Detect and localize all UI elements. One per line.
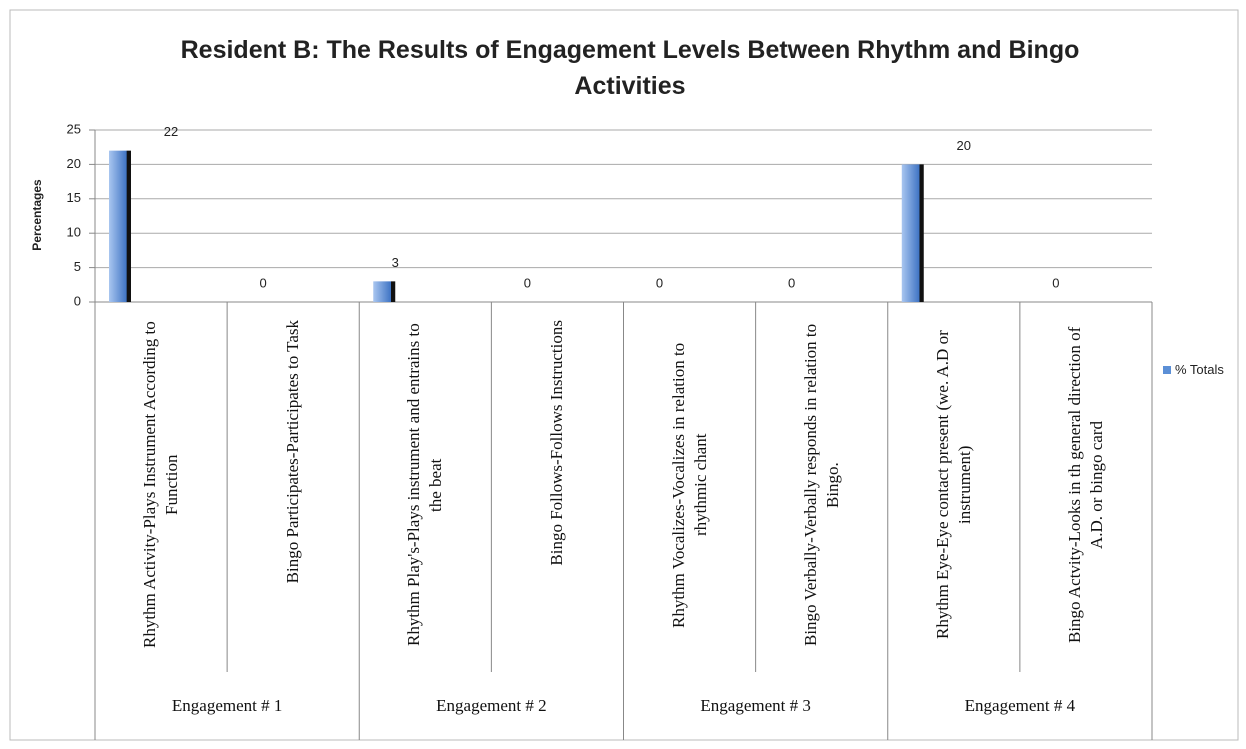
legend-label: % Totals xyxy=(1175,362,1224,377)
bar xyxy=(109,150,131,302)
data-label: 22 xyxy=(164,124,178,139)
x-tick-label-box: Bingo Participates-Participates to Task xyxy=(227,302,359,672)
group-label: Engagement # 2 xyxy=(436,696,547,715)
x-tick-label: Bingo Actvity-Looks in th general direct… xyxy=(1064,326,1106,644)
group-label: Engagement # 4 xyxy=(964,696,1076,715)
legend-swatch xyxy=(1163,366,1171,374)
y-tick-label: 5 xyxy=(74,259,81,274)
x-tick-label: Rhythm Vocalizes-Vocalizes in relation t… xyxy=(668,342,710,628)
x-tick-label: Rhythm Activity-Plays Instrument Accordi… xyxy=(140,321,182,649)
y-tick-label: 10 xyxy=(67,225,81,240)
x-tick-label-box: Bingo Actvity-Looks in th general direct… xyxy=(1020,302,1152,672)
bar xyxy=(373,281,396,302)
group-label: Engagement # 1 xyxy=(171,696,283,715)
y-tick-label: 25 xyxy=(67,121,81,136)
group-label: Engagement # 3 xyxy=(700,696,811,715)
data-label: 0 xyxy=(260,275,267,290)
x-tick-label-box: Rhythm Eye-Eye contact present (we. A.D … xyxy=(888,302,1020,672)
data-label: 0 xyxy=(656,275,663,290)
x-tick-label: Bingo Follows-Follows Instructions xyxy=(547,320,567,566)
x-tick-label-box: Rhythm Vocalizes-Vocalizes in relation t… xyxy=(624,302,756,672)
y-tick-label: 0 xyxy=(74,293,81,308)
data-label: 3 xyxy=(392,255,399,270)
x-tick-label: Bingo Participates-Participates to Task xyxy=(283,320,303,584)
x-tick-label: Rhythm Play's-Plays instrument and entra… xyxy=(404,323,446,647)
x-tick-label: Bingo Verbally-Verbally responds in rela… xyxy=(800,323,842,647)
x-tick-label-box: Rhythm Activity-Plays Instrument Accordi… xyxy=(95,302,227,672)
y-tick-label: 15 xyxy=(67,190,81,205)
chart-title: Resident B: The Results of Engagement Le… xyxy=(180,36,1080,100)
x-tick-label-box: Bingo Verbally-Verbally responds in rela… xyxy=(756,302,888,672)
y-axis-title: Percentages xyxy=(30,179,44,251)
bar xyxy=(901,164,924,302)
data-label: 20 xyxy=(957,138,971,153)
data-label: 0 xyxy=(524,275,531,290)
y-tick-label: 20 xyxy=(67,156,81,171)
data-label: 0 xyxy=(788,275,795,290)
x-tick-label: Rhythm Eye-Eye contact present (we. A.D … xyxy=(932,330,974,640)
x-tick-label-box: Rhythm Play's-Plays instrument and entra… xyxy=(359,302,491,672)
x-tick-label-box: Bingo Follows-Follows Instructions xyxy=(491,302,623,672)
data-label: 0 xyxy=(1052,275,1059,290)
